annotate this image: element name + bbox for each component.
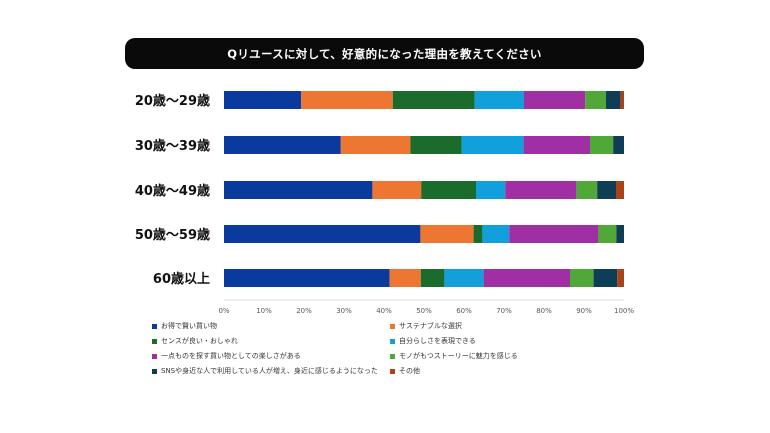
legend-label: 一点ものを探す買い物としての楽しさがある <box>161 352 301 360</box>
legend-swatch <box>390 353 395 359</box>
legend-swatch <box>152 353 157 359</box>
legend-item: その他 <box>390 366 420 376</box>
category-labels: 20歳～29歳 30歳～39歳 40歳～49歳 50歳～59歳 60歳以上 <box>135 93 210 287</box>
bar-segment <box>224 225 421 243</box>
bar-segment <box>461 136 524 154</box>
x-tick-label: 50% <box>416 307 432 315</box>
chart-title-bar: Qリユースに対して、好意的になった理由を教えてください <box>125 38 644 69</box>
category-label: 60歳以上 <box>153 271 210 287</box>
legend-swatch <box>152 368 157 374</box>
bar-segment <box>421 181 476 199</box>
legend-item: お得で賢い買い物 <box>152 321 217 331</box>
x-tick-label: 20% <box>296 307 312 315</box>
legend-label: その他 <box>399 367 420 375</box>
legend-item: サステナブルな選択 <box>390 321 462 331</box>
category-label: 40歳～49歳 <box>135 183 210 199</box>
legend-item: 一点ものを探す買い物としての楽しさがある <box>152 351 301 361</box>
bar-segment <box>620 91 624 109</box>
bar-segment <box>392 91 475 109</box>
legend-swatch <box>390 368 395 374</box>
bar-segment <box>585 91 606 109</box>
legend-swatch <box>152 338 157 344</box>
bar-segment <box>389 269 421 287</box>
legend-item: モノがもつストーリーに魅力を感じる <box>390 351 518 361</box>
legend-swatch <box>390 323 395 329</box>
bar-segment <box>473 225 483 243</box>
bar-segment <box>420 225 474 243</box>
bar-segment <box>224 269 390 287</box>
legend-item: SNSや身近な人で利用している人が増え、身近に感じるようになった <box>152 366 378 376</box>
bar-segment <box>617 269 624 287</box>
bar-segment <box>606 91 621 109</box>
bar-segment <box>576 181 598 199</box>
legend-item: 自分らしさを表現できる <box>390 336 476 346</box>
bar-segment <box>410 136 462 154</box>
chart-title: Qリユースに対して、好意的になった理由を教えてください <box>227 46 542 61</box>
legend-swatch <box>152 323 157 329</box>
bar-segment <box>509 225 599 243</box>
legend-item: センスが良い・おしゃれ <box>152 336 238 346</box>
category-label: 50歳～59歳 <box>135 227 210 243</box>
bar-segment <box>482 225 510 243</box>
x-tick-label: 90% <box>576 307 592 315</box>
bar-segment <box>616 225 624 243</box>
legend-label: センスが良い・おしゃれ <box>161 337 238 345</box>
x-tick-label: 40% <box>376 307 392 315</box>
legend-label: SNSや身近な人で利用している人が増え、身近に感じるようになった <box>161 367 378 375</box>
category-label: 20歳～29歳 <box>135 93 210 109</box>
legend-label: お得で賢い買い物 <box>161 322 217 330</box>
x-tick-label: 30% <box>336 307 352 315</box>
x-tick-label: 10% <box>256 307 272 315</box>
category-label: 30歳～39歳 <box>135 138 210 154</box>
bar-segment <box>593 269 618 287</box>
bar-segment <box>524 91 586 109</box>
legend-label: モノがもつストーリーに魅力を感じる <box>399 352 518 360</box>
bar-segment <box>474 91 524 109</box>
x-axis: 0% 10% 20% 30% 40% 50% 60% 70% 80% 90% 100% <box>218 299 634 315</box>
bar-segment <box>598 225 617 243</box>
bar-segment <box>523 136 590 154</box>
x-tick-label: 70% <box>496 307 512 315</box>
bar-segment <box>372 181 422 199</box>
legend-swatch <box>390 338 395 344</box>
bar-segment <box>613 136 624 154</box>
bar-segment <box>597 181 616 199</box>
bars <box>224 91 624 287</box>
bar-segment <box>590 136 614 154</box>
bar-segment <box>224 136 341 154</box>
bar-segment <box>340 136 411 154</box>
bar-segment <box>224 181 373 199</box>
bar-segment <box>444 269 484 287</box>
bar-segment <box>505 181 577 199</box>
x-tick-label: 100% <box>614 307 634 315</box>
bar-segment <box>420 269 445 287</box>
bar-segment <box>476 181 506 199</box>
x-tick-label: 60% <box>456 307 472 315</box>
bar-segment <box>301 91 393 109</box>
bar-segment <box>616 181 624 199</box>
bar-segment <box>570 269 594 287</box>
x-tick-label: 80% <box>536 307 552 315</box>
legend-label: 自分らしさを表現できる <box>399 337 476 345</box>
x-tick-label: 0% <box>218 307 229 315</box>
legend-label: サステナブルな選択 <box>399 322 462 330</box>
bar-segment <box>483 269 570 287</box>
bar-segment <box>224 91 302 109</box>
